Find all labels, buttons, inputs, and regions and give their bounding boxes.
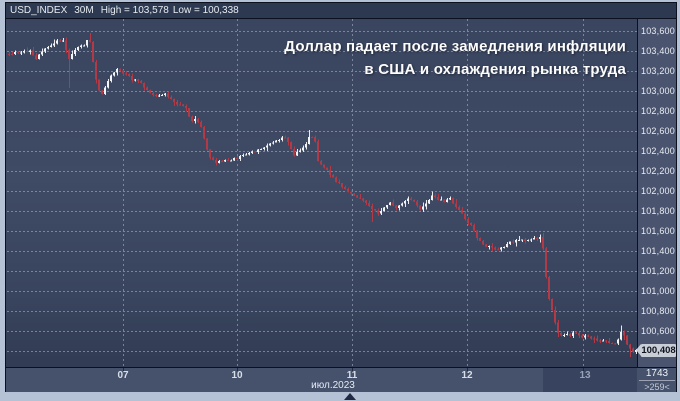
high-value-label: High = 103,578 [100,5,169,16]
counter-divider [639,380,675,381]
time-axis-tick [237,368,238,371]
time-axis-tick [123,368,124,371]
y-axis-label: 103,000 [641,86,675,96]
low-value-label: Low = 100,338 [172,5,239,16]
instrument-label: USD_INDEX [10,5,68,16]
x-axis-day-label: 12 [461,370,473,381]
candles-layer [8,33,637,358]
time-axis[interactable]: июл.2023 1743 >259< 07 10 11 12 13 [6,368,676,392]
y-axis-label: 101,400 [641,246,675,256]
y-axis-label: 102,400 [641,146,675,156]
title-line-2: в США и охлаждения рынка труда [364,61,626,78]
period-label: июл.2023 [311,380,355,391]
y-axis-label: 102,600 [641,126,675,136]
chart-annotation-title: Доллар падает после замедления инфляции … [284,35,626,81]
y-axis-label: 101,200 [641,266,675,276]
y-axis-label: 100,800 [641,306,675,316]
last-price-tag: 100,408 [636,344,676,357]
time-axis-tick [352,368,353,371]
axis-separator-vertical [637,19,638,392]
interval-label: 30M [74,5,94,16]
time-axis-tick [467,368,468,371]
y-axis-label: 103,600 [641,26,675,36]
time-axis-tick [583,368,584,371]
price-axis[interactable] [638,19,676,367]
axis-separator-horizontal [6,367,676,368]
x-axis-day-label: 10 [231,370,243,381]
current-session-highlight [543,368,637,392]
x-axis-day-label: 11 [346,370,358,381]
time-cursor-marker-icon [344,393,356,400]
chart-header: USD_INDEX 30M High = 103,578 Low = 100,338 [6,3,676,19]
title-line-1: Доллар падает после замедления инфляции [284,38,626,55]
y-axis-label: 101,000 [641,286,675,296]
y-axis-label: 103,200 [641,66,675,76]
x-axis-day-label: 07 [117,370,129,381]
counter-box: 1743 >259< [638,368,676,392]
y-axis-label: 102,200 [641,166,675,176]
zoom-range-label: >259< [644,382,670,392]
chart-panel [5,2,677,392]
y-axis-label: 102,000 [641,186,675,196]
x-axis-day-label: 13 [579,370,591,381]
y-axis-label: 101,600 [641,226,675,236]
y-axis-label: 102,800 [641,106,675,116]
y-axis-label: 100,600 [641,326,675,336]
y-axis-label: 101,800 [641,206,675,216]
bar-count-label: 1743 [645,368,669,379]
y-axis-label: 103,400 [641,46,675,56]
